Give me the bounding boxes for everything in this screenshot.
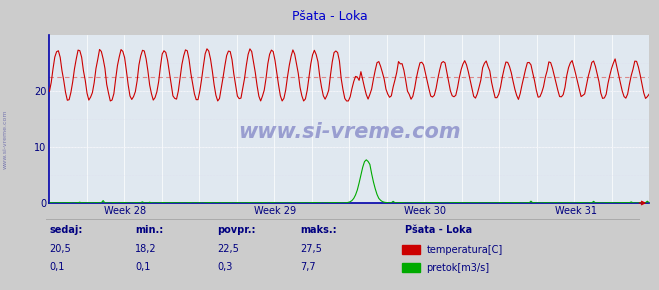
Text: 0,1: 0,1 bbox=[49, 262, 65, 272]
Text: 0,3: 0,3 bbox=[217, 262, 233, 272]
Text: 22,5: 22,5 bbox=[217, 244, 239, 254]
Text: www.si-vreme.com: www.si-vreme.com bbox=[3, 109, 8, 169]
Text: 18,2: 18,2 bbox=[135, 244, 157, 254]
Text: Pšata - Loka: Pšata - Loka bbox=[292, 10, 367, 23]
Text: pretok[m3/s]: pretok[m3/s] bbox=[426, 263, 490, 273]
Text: povpr.:: povpr.: bbox=[217, 225, 256, 235]
Text: sedaj:: sedaj: bbox=[49, 225, 83, 235]
Text: 27,5: 27,5 bbox=[300, 244, 322, 254]
Text: Pšata - Loka: Pšata - Loka bbox=[405, 225, 473, 235]
Text: www.si-vreme.com: www.si-vreme.com bbox=[238, 122, 461, 142]
Text: 0,1: 0,1 bbox=[135, 262, 150, 272]
Text: temperatura[C]: temperatura[C] bbox=[426, 245, 503, 255]
Text: 20,5: 20,5 bbox=[49, 244, 71, 254]
Text: 7,7: 7,7 bbox=[300, 262, 316, 272]
Text: min.:: min.: bbox=[135, 225, 163, 235]
Text: maks.:: maks.: bbox=[300, 225, 337, 235]
